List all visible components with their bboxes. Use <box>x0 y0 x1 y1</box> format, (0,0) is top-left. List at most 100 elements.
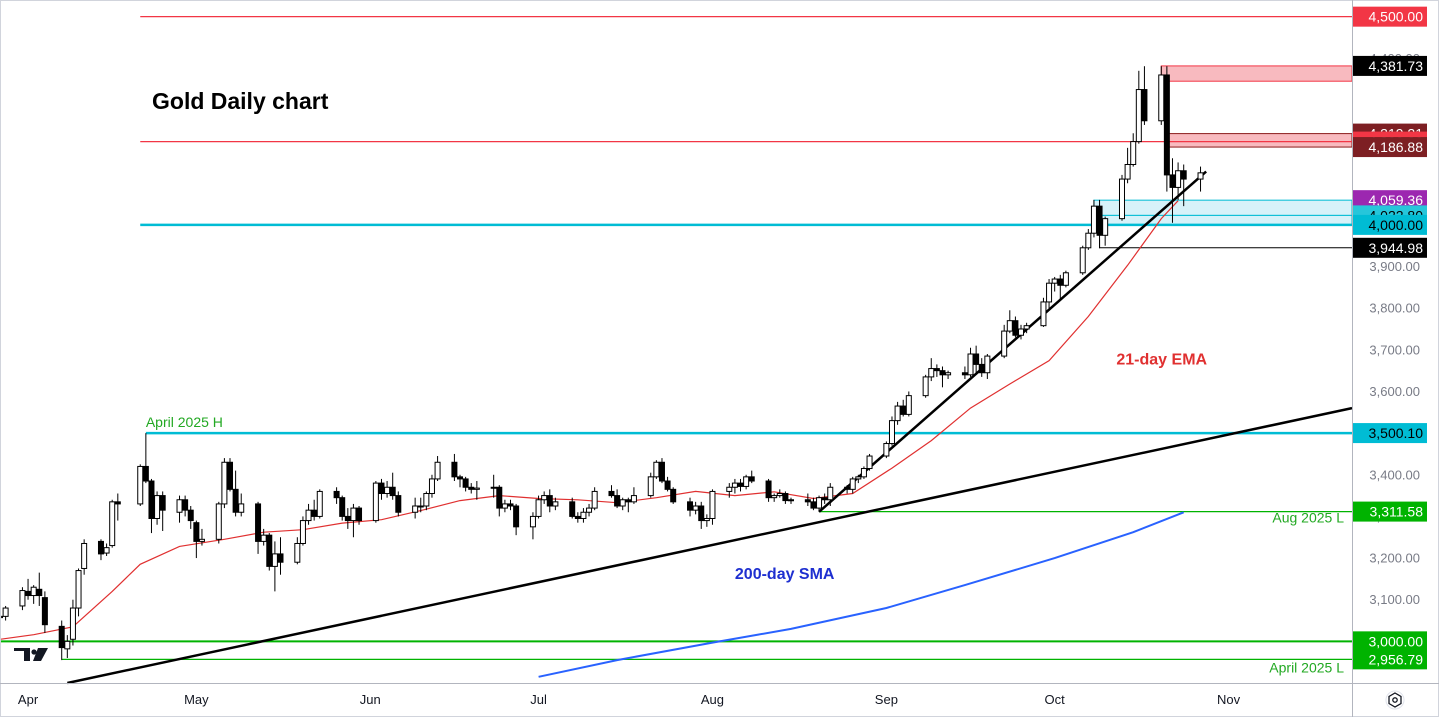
candle-body <box>1001 330 1008 357</box>
candle-body <box>1169 174 1176 188</box>
candle-body <box>535 499 542 517</box>
candle-body <box>64 640 71 650</box>
y-tick-label: 3,800.00 <box>1369 301 1420 316</box>
candle-body <box>1018 328 1025 336</box>
candle-body <box>451 461 458 478</box>
candle-body <box>434 461 441 480</box>
price-axis-label: 4,381.73 <box>1353 55 1427 76</box>
price-label-text: 4,381.73 <box>1369 58 1424 74</box>
y-tick-label: 3,900.00 <box>1369 259 1420 274</box>
candle-body <box>271 553 278 567</box>
candle-body <box>922 376 929 397</box>
candle-body <box>193 522 200 542</box>
price-label-text: 3,944.98 <box>1369 240 1424 256</box>
candle-body <box>827 486 834 501</box>
x-tick-label: Oct <box>1045 692 1066 707</box>
tradingview-logo <box>14 648 48 661</box>
candle-body <box>137 465 144 505</box>
candle-body <box>821 497 828 501</box>
candle-body <box>428 478 435 495</box>
price-labels-layer: 4,500.004,381.734,219.214,200.004,186.88… <box>1353 6 1427 670</box>
candle-body <box>350 507 357 522</box>
candle-body <box>215 503 222 540</box>
candle-body <box>731 482 738 488</box>
price-zone <box>1160 65 1353 82</box>
candle-body <box>1141 89 1148 122</box>
candle-body <box>25 590 32 597</box>
candle-body <box>529 515 536 528</box>
candle-body <box>412 505 419 513</box>
price-label-bg <box>1353 190 1427 211</box>
candle-body <box>1096 205 1103 236</box>
candle-body <box>866 455 873 470</box>
horizontal-lines-layer <box>0 16 1352 660</box>
candle-body <box>372 482 379 522</box>
price-label-bg <box>1353 649 1427 670</box>
candle-body <box>1040 301 1047 327</box>
candle-body <box>311 509 318 517</box>
candle-body <box>176 499 183 513</box>
candle-body <box>844 486 851 490</box>
candle-body <box>978 363 985 374</box>
candle-body <box>0 615 3 619</box>
price-axis-label: 3,944.98 <box>1353 237 1427 258</box>
candle-body <box>888 420 895 445</box>
candle-body <box>142 465 149 482</box>
x-tick-label: Sep <box>875 692 898 707</box>
price-axis-label: 4,500.00 <box>1353 6 1427 27</box>
candle-body <box>81 542 88 569</box>
candle-body <box>513 505 520 528</box>
candle-body <box>305 509 312 522</box>
candle-body <box>765 480 772 499</box>
candle-body <box>1118 178 1125 220</box>
candle-body <box>782 493 789 502</box>
settings-gear-icon[interactable] <box>1385 690 1405 710</box>
candle-body <box>316 490 323 517</box>
candle-body <box>148 480 155 519</box>
candle-body <box>591 490 598 509</box>
candle-body <box>771 495 778 499</box>
candle-body <box>294 542 301 563</box>
candle-body <box>1079 247 1086 274</box>
candle-body <box>788 499 795 502</box>
candle-body <box>1102 218 1109 236</box>
candle-body <box>232 488 239 513</box>
annotations-layer: April 2025 H 21-day EMA 200-day SMA Aug 202… <box>146 351 1344 675</box>
x-tick-label: Apr <box>18 692 39 707</box>
candle-body <box>619 499 626 507</box>
candle-body <box>507 503 514 507</box>
indicator-line <box>538 511 1185 678</box>
candle-body <box>546 495 553 507</box>
candle-body <box>221 461 228 505</box>
candle-body <box>198 538 205 542</box>
price-label-text: 3,311.58 <box>1370 504 1424 520</box>
candle-body <box>1163 74 1170 176</box>
candle-body <box>227 461 234 490</box>
candle-body <box>945 372 952 376</box>
candle-body <box>1180 170 1187 180</box>
candle-body <box>389 486 396 497</box>
candle-body <box>658 461 665 482</box>
candle-body <box>1085 232 1092 249</box>
x-tick-label: Jun <box>360 692 381 707</box>
candle-body <box>501 503 508 509</box>
candle-body <box>1090 205 1097 234</box>
candle-body <box>1046 282 1053 303</box>
price-label-bg <box>1353 501 1427 522</box>
candle-body <box>423 493 430 507</box>
price-label-bg <box>1353 631 1427 652</box>
candle-body <box>462 478 469 488</box>
x-tick-label: Aug <box>701 692 724 707</box>
candle-body <box>457 476 464 480</box>
candle-body <box>894 405 901 422</box>
candles-layer <box>0 66 1204 661</box>
price-label-bg <box>1353 214 1427 235</box>
price-label-text: 2,956.79 <box>1369 651 1424 667</box>
candle-body <box>698 505 705 522</box>
candle-body <box>238 503 245 513</box>
candle-body <box>776 493 783 497</box>
candle-body <box>58 625 65 649</box>
candle-body <box>574 515 581 519</box>
candle-body <box>333 490 340 499</box>
